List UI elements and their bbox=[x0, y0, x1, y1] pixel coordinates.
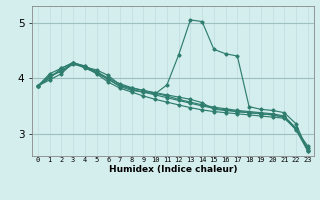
X-axis label: Humidex (Indice chaleur): Humidex (Indice chaleur) bbox=[108, 165, 237, 174]
